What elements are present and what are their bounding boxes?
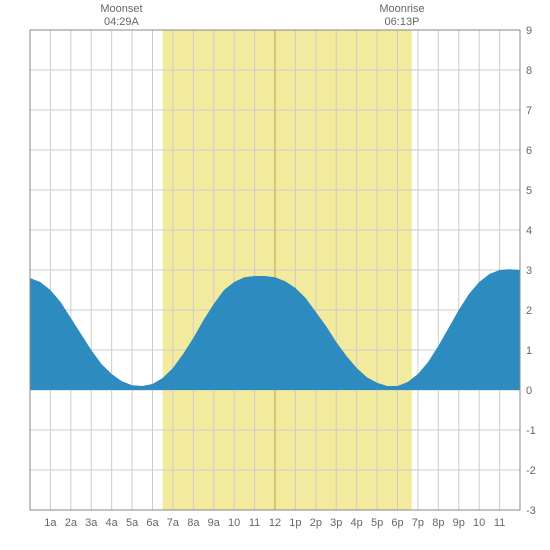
y-tick-label: -1 (526, 425, 536, 437)
x-tick-label: 4a (106, 517, 119, 529)
x-tick-label: 11 (494, 517, 505, 529)
x-tick-label: 1a (44, 517, 57, 529)
x-tick-label: 3a (85, 517, 98, 529)
x-tick-label: 7p (412, 517, 424, 529)
y-tick-label: 7 (526, 105, 532, 117)
y-tick-label: 8 (526, 65, 532, 77)
x-tick-label: 4p (351, 517, 363, 529)
x-tick-label: 3p (330, 517, 342, 529)
y-tick-label: 0 (526, 385, 532, 397)
chart-svg: -3-2-101234567891a2a3a4a5a6a7a8a9a101112… (0, 0, 550, 550)
y-tick-label: -3 (526, 505, 536, 517)
x-tick-label: 7a (167, 517, 180, 529)
x-tick-label: 2p (310, 517, 322, 529)
x-tick-label: 6p (391, 517, 403, 529)
x-tick-label: 6a (146, 517, 159, 529)
x-tick-label: 11 (249, 517, 260, 529)
annotation-title: Moonrise (379, 3, 424, 15)
x-tick-label: 8p (432, 517, 444, 529)
x-tick-label: 9a (208, 517, 221, 529)
x-tick-label: 10 (473, 517, 485, 529)
x-tick-label: 9p (453, 517, 465, 529)
x-tick-label: 8a (187, 517, 200, 529)
y-tick-label: 5 (526, 185, 532, 197)
x-tick-label: 1p (289, 517, 301, 529)
annotation-time: 04:29A (104, 16, 140, 28)
x-tick-label: 5a (126, 517, 139, 529)
y-tick-label: 9 (526, 25, 532, 37)
x-tick-label: 10 (228, 517, 240, 529)
x-tick-label: 12 (269, 517, 281, 529)
annotation-time: 06:13P (385, 16, 420, 28)
x-tick-label: 2a (65, 517, 78, 529)
annotation-title: Moonset (100, 3, 142, 15)
y-tick-label: 3 (526, 265, 532, 277)
y-tick-label: 6 (526, 145, 532, 157)
y-tick-label: -2 (526, 465, 536, 477)
x-tick-label: 5p (371, 517, 383, 529)
y-tick-label: 4 (526, 225, 532, 237)
tide-chart: -3-2-101234567891a2a3a4a5a6a7a8a9a101112… (0, 0, 550, 550)
y-tick-label: 1 (526, 345, 532, 357)
y-tick-label: 2 (526, 305, 532, 317)
